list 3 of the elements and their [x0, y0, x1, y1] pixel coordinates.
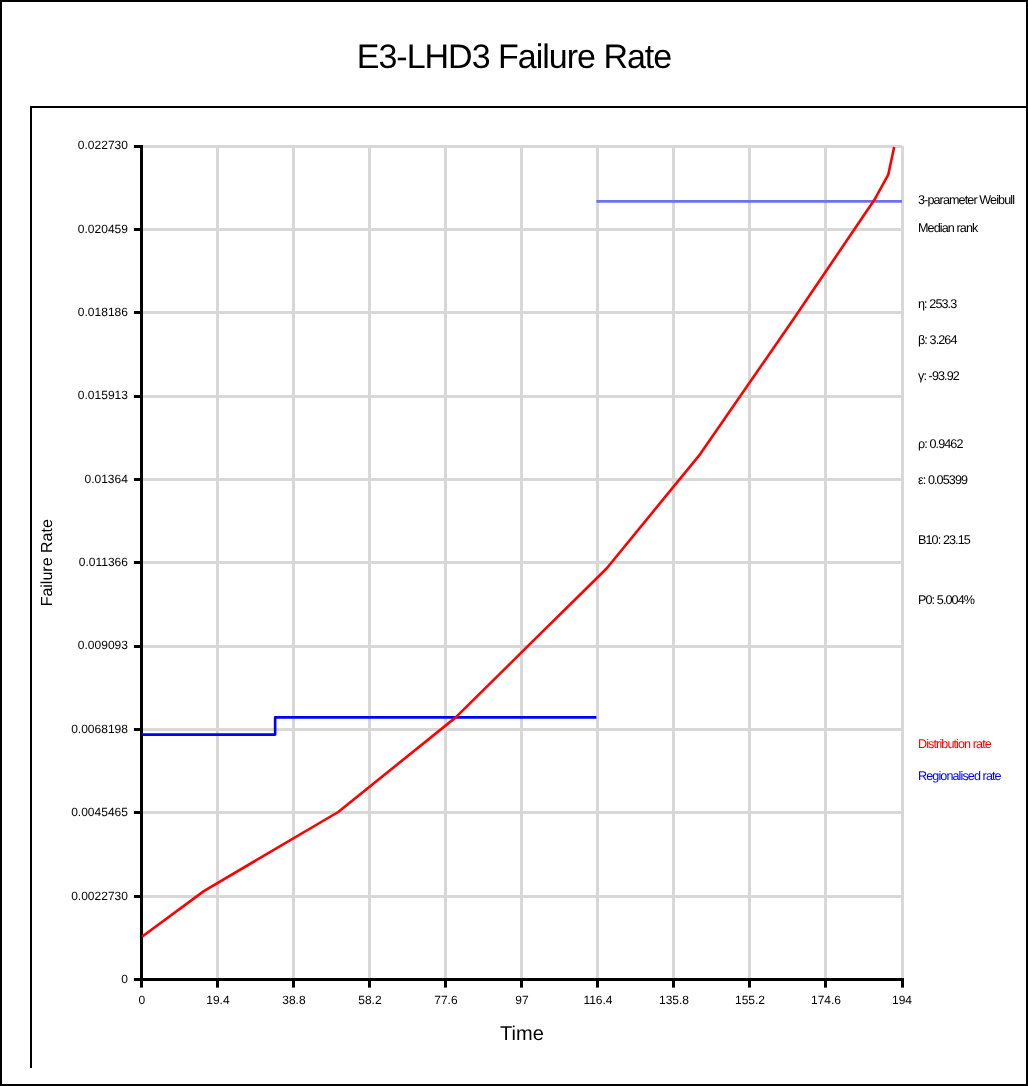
x-axis-title: Time	[500, 1023, 545, 1046]
chart-title: E3-LHD3 Failure Rate	[354, 38, 674, 78]
y-axis-title: Failure Rate	[38, 518, 57, 607]
